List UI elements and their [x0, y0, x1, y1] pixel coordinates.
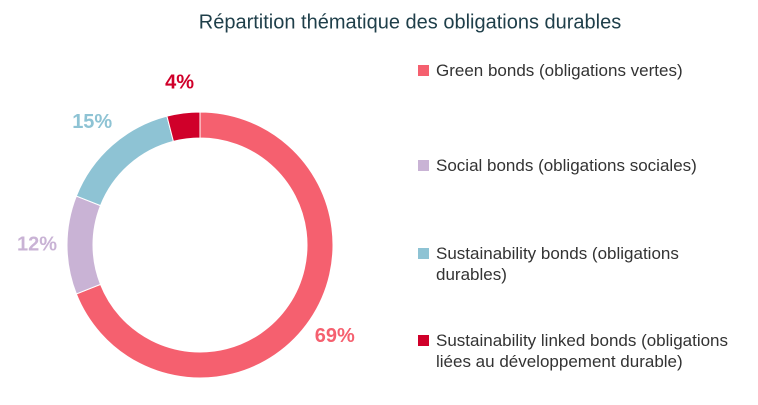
data-label: 15%	[72, 111, 112, 133]
donut-slice	[75, 111, 334, 379]
data-label: 12%	[17, 233, 57, 255]
legend-item: Social bonds (obligations sociales)	[418, 155, 753, 176]
legend-swatch	[418, 248, 429, 259]
legend-label: Sustainability linked bonds (obligations…	[436, 331, 729, 371]
donut-slice	[66, 195, 102, 295]
donut-slice	[166, 111, 201, 142]
legend-item: Sustainability bonds (obligations durabl…	[418, 243, 753, 285]
legend-label: Sustainability bonds (obligations durabl…	[436, 244, 679, 284]
data-label: 4%	[165, 72, 194, 94]
legend-label: Social bonds (obligations sociales)	[436, 156, 697, 175]
chart-title: Répartition thématique des obligations d…	[199, 11, 622, 33]
legend-swatch	[418, 65, 429, 76]
legend-item: Sustainability linked bonds (obligations…	[418, 330, 753, 372]
legend-label: Green bonds (obligations vertes)	[436, 61, 683, 80]
legend-swatch	[418, 160, 429, 171]
data-label: 69%	[315, 325, 355, 347]
legend-item: Green bonds (obligations vertes)	[418, 60, 753, 81]
legend-swatch	[418, 335, 429, 346]
